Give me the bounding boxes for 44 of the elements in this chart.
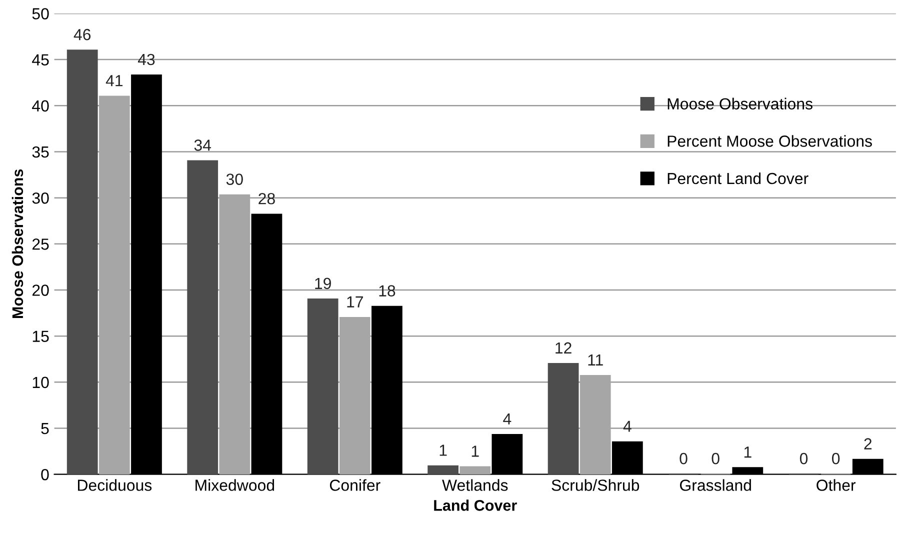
data-label: 4 — [623, 420, 632, 432]
data-label: 43 — [138, 54, 155, 66]
x-tick-label: Deciduous — [78, 479, 152, 491]
data-label: 41 — [106, 75, 123, 86]
data-label: 1 — [472, 446, 479, 457]
x-tick-label: Scrub/Shrub — [552, 479, 640, 491]
data-label: 2 — [864, 438, 872, 450]
y-tick-label: 5 — [41, 423, 49, 434]
data-label: 1 — [744, 446, 752, 458]
data-label: 0 — [712, 452, 720, 464]
y-tick-label: 0 — [41, 468, 49, 480]
legend-label: Moose Observations — [668, 98, 812, 110]
data-label: 0 — [800, 452, 808, 464]
data-label: 17 — [347, 296, 363, 308]
x-axis-title: Land Cover — [434, 500, 517, 511]
data-label: 1 — [440, 444, 447, 456]
x-tick-label: Grassland — [680, 479, 751, 491]
x-tick-label: Mixedwood — [196, 479, 274, 491]
data-label: 12 — [556, 342, 572, 354]
y-tick-label: 25 — [32, 238, 49, 250]
data-label: 34 — [194, 140, 212, 151]
y-tick-label: 15 — [32, 330, 49, 342]
data-label: 4 — [503, 413, 512, 424]
data-label: 46 — [74, 28, 91, 40]
data-label: 18 — [379, 285, 396, 296]
data-label: 30 — [226, 174, 243, 185]
y-tick-label: 20 — [32, 284, 49, 296]
y-axis-title: Moose Observations — [12, 169, 24, 318]
x-tick-label: Conifer — [330, 479, 380, 491]
data-label: 0 — [680, 452, 688, 464]
x-tick-label: Other — [816, 479, 856, 491]
y-tick-label: 45 — [32, 54, 49, 66]
x-tick-label: Wetlands — [442, 479, 508, 491]
y-tick-label: 30 — [32, 192, 49, 204]
data-label: 19 — [315, 278, 331, 290]
y-tick-label: 40 — [32, 100, 49, 112]
data-label: 0 — [832, 452, 840, 464]
y-tick-label: 50 — [32, 8, 49, 20]
legend-label: Percent Moose Observations — [668, 135, 872, 147]
data-label: 11 — [588, 354, 603, 366]
y-tick-label: 10 — [32, 376, 49, 388]
legend-label: Percent Land Cover — [668, 172, 808, 184]
y-tick-label: 35 — [32, 146, 49, 158]
data-label: 28 — [258, 192, 275, 204]
